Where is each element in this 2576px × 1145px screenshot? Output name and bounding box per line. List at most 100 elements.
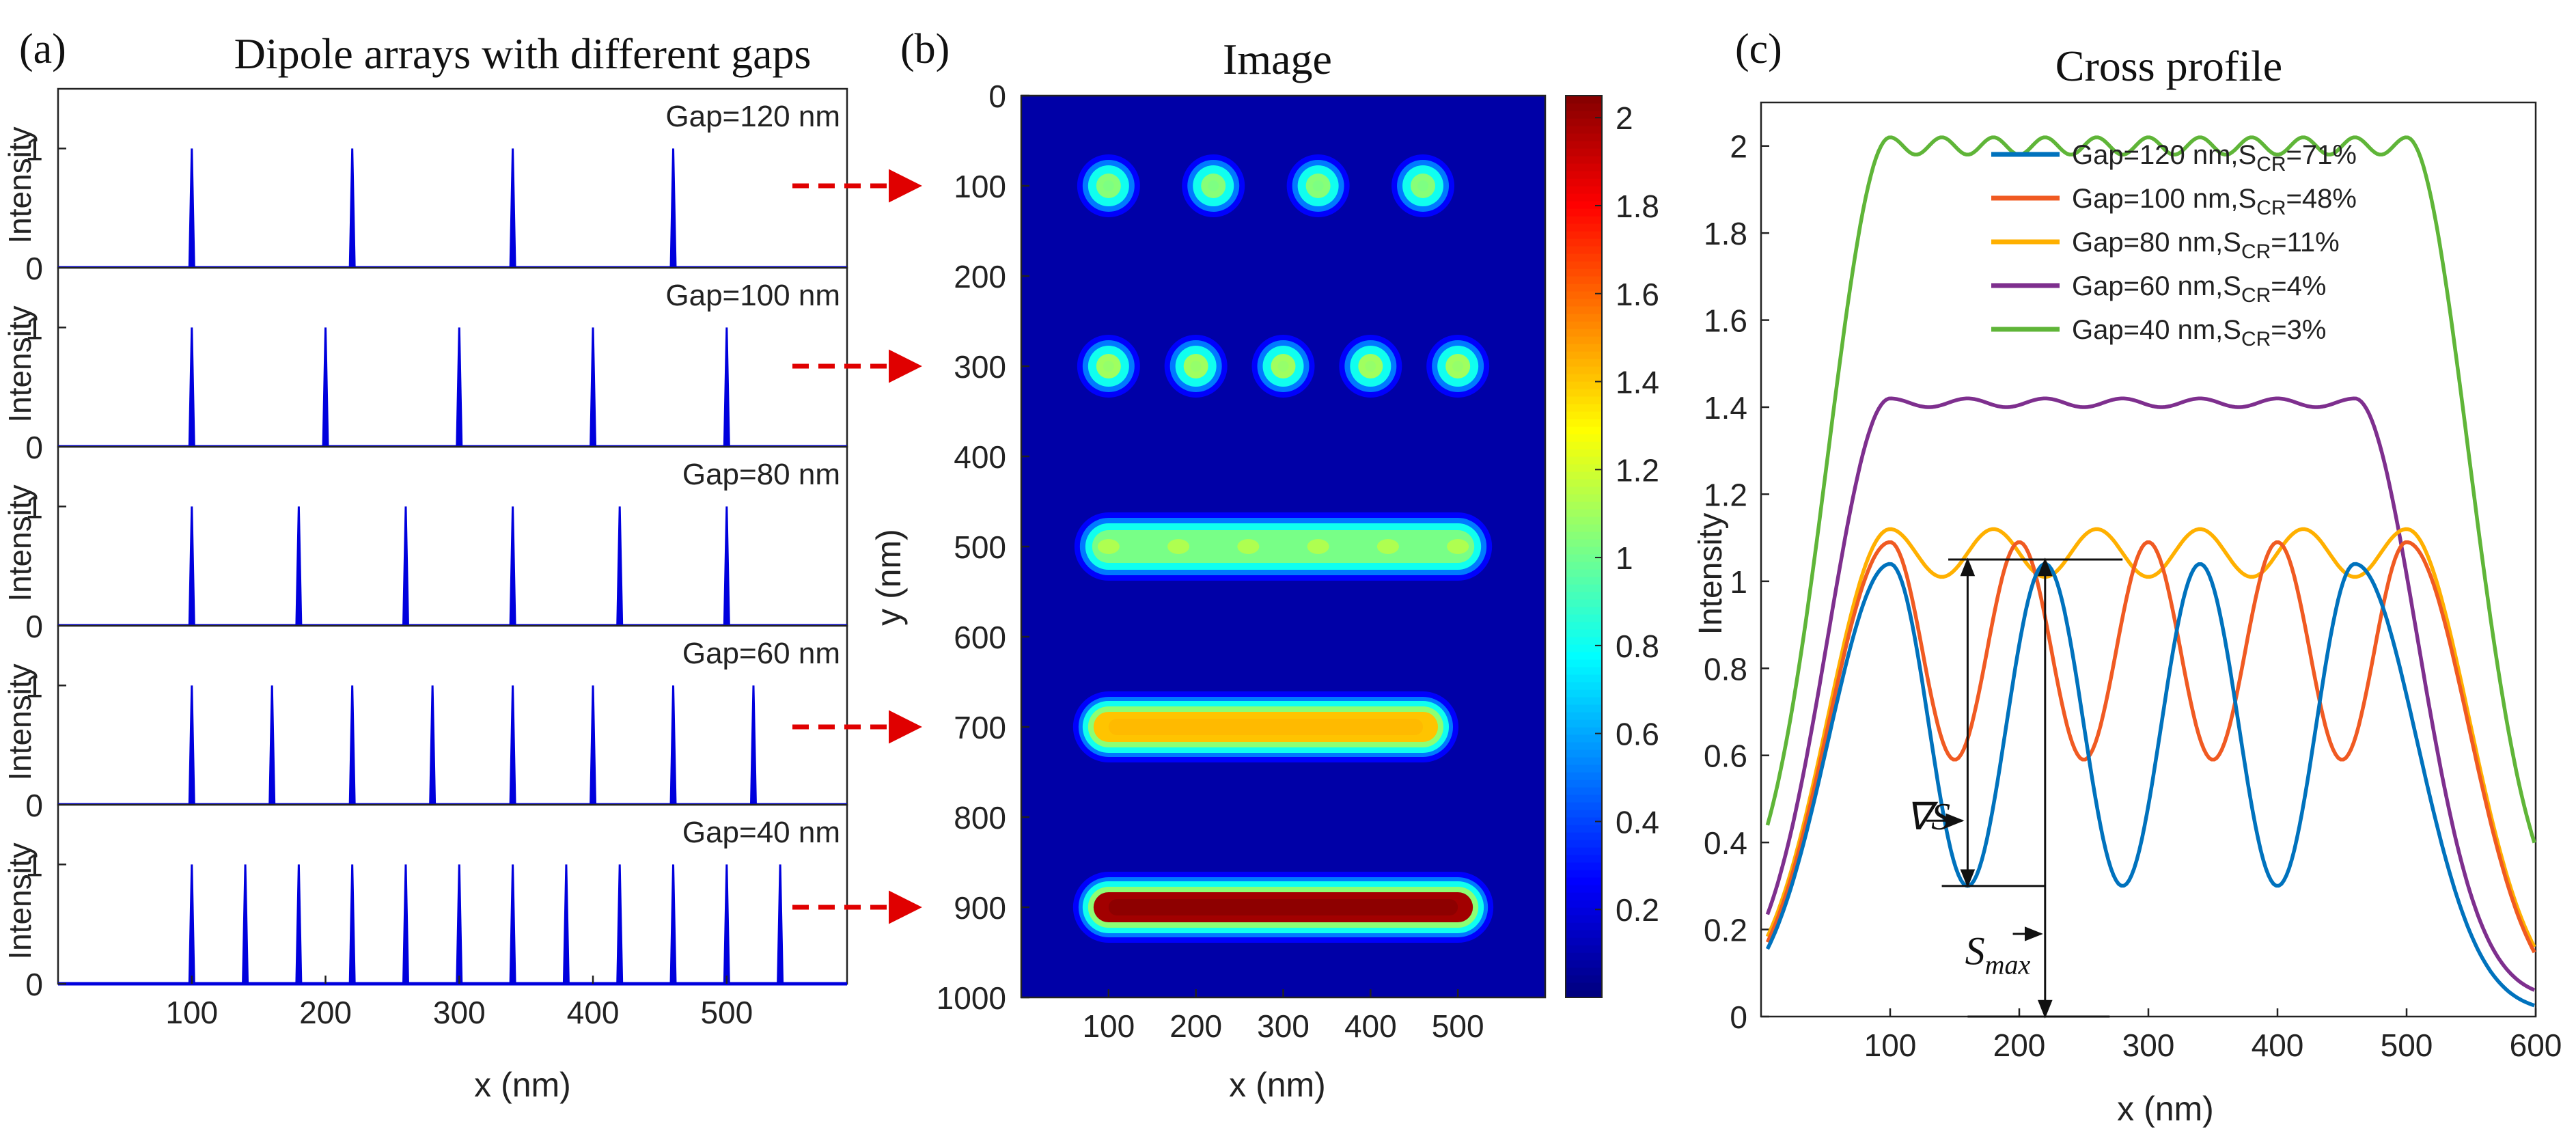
subplot-2: 0 1 Gap=80 nm Intensity [2,445,848,644]
legend-sub: CR [2241,284,2271,307]
heatmap-row-1 [1077,335,1490,398]
plot-frame [1760,101,2537,1018]
colorbar-step [1566,539,1602,547]
y-tick-label: 0 [25,251,43,286]
x-tick-label: 500 [700,995,753,1030]
y-tick-label: 1 [25,847,43,883]
subplot-0: 0 1 Gap=120 nm Intensity [2,87,848,286]
stem-mark [402,506,409,626]
colorbar-step [1566,982,1602,991]
legend-name: Gap=120 nm,S [2072,140,2256,170]
colorbar-tick-label: 0.8 [1616,629,1659,664]
colorbar-step [1566,223,1602,232]
y-tick-label: 1.2 [1704,477,1747,512]
colorbar-step [1566,629,1602,637]
colorbar: 0.2 0.4 0.6 0.8 1 1.2 1.4 1.6 1.8 2 [1565,95,1659,998]
legend-entry-3: Gap=60 nm,SCR=4% [2072,271,2326,307]
y-tick-label: 0.4 [1704,825,1747,861]
colorbar-step [1566,787,1602,795]
colorbar-step [1566,734,1602,743]
colorbar-step [1566,697,1602,705]
series-line-4 [1765,135,2536,844]
legend-sub: CR [2256,153,2286,176]
colorbar-step [1566,907,1602,915]
colorbar-tick-label: 1.2 [1616,452,1659,488]
y-tick-label: 100 [954,169,1006,204]
smax-label-sub: max [1985,950,2031,980]
legend-sub: CR [2241,328,2271,350]
y-tick-label: 500 [954,529,1006,565]
stem-mark [348,148,356,268]
blob-core [1365,361,1376,372]
blob-core [1277,361,1289,372]
colorbar-step [1566,659,1602,667]
stem-mark [429,685,437,805]
y-tick-label: 0.6 [1704,739,1747,774]
stem-mark [295,864,303,984]
stem-mark [723,327,730,447]
subplot-ylabel: Intensity [2,305,38,422]
blob-core [1103,180,1114,191]
legend-name: Gap=40 nm,S [2072,315,2241,345]
stem-mark [295,506,303,626]
subplot-ylabel: Intensity [2,663,38,780]
subplot-gap-label: Gap=60 nm [682,637,840,670]
colorbar-step [1566,892,1602,900]
band-dot [1376,539,1399,554]
colorbar-step [1566,592,1602,600]
colorbar-tick-label: 1.8 [1616,189,1659,224]
colorbar-step [1566,366,1602,374]
colorbar-step [1566,193,1602,202]
colorbar-step [1566,396,1602,404]
stem-mark [723,864,730,984]
colorbar-step [1566,840,1602,848]
colorbar-step [1566,359,1602,367]
colorbar-step [1566,802,1602,810]
stem-mark [456,327,463,447]
stem-mark [456,864,463,984]
legend-name: Gap=80 nm,S [2072,227,2241,258]
colorbar-step [1566,742,1602,750]
blob-core [1208,180,1219,191]
colorbar-step [1566,780,1602,788]
colorbar-step [1566,855,1602,863]
y-tick-label: 2 [1730,129,1747,165]
colorbar-step [1566,291,1602,299]
colorbar-step [1566,141,1602,149]
subplot-3: 0 1 Gap=60 nm Intensity [2,624,848,823]
blob-core [1190,361,1202,372]
series-line-3 [1765,396,2536,992]
colorbar-step [1566,915,1602,923]
colorbar-tick-label: 0.6 [1616,717,1659,752]
y-tick-label: 0 [25,788,43,823]
colorbar-step [1566,719,1602,728]
x-tick-label: 200 [1993,1027,2046,1063]
stem-mark [616,506,624,626]
y-tick-label: 1 [1730,564,1747,600]
legend-entry-0: Gap=120 nm,SCR=71% [2072,140,2357,176]
colorbar-step [1566,674,1602,682]
stem-mark [669,685,677,805]
colorbar-step [1566,389,1602,397]
colorbar-step [1566,351,1602,359]
band-dot [1097,539,1120,554]
colorbar-tick-label: 1.4 [1616,365,1659,400]
colorbar-step [1566,449,1602,457]
colorbar-step [1566,253,1602,262]
stem-mark [348,685,356,805]
colorbar-step [1566,464,1602,472]
colorbar-step [1566,216,1602,224]
colorbar-step [1566,757,1602,765]
stem-mark [268,685,276,805]
y-tick-label: 1000 [937,980,1006,1016]
colorbar-step [1566,937,1602,946]
colorbar-step [1566,426,1602,434]
subplot-gap-label: Gap=100 nm [665,279,840,312]
x-tick-label: 100 [165,995,218,1030]
stem-mark [509,506,516,626]
panel-a: (a) Dipole arrays with different gaps x … [2,26,922,1104]
colorbar-step [1566,772,1602,780]
colorbar-step [1566,682,1602,690]
colorbar-step [1566,622,1602,630]
y-tick-label: 1.6 [1704,303,1747,339]
